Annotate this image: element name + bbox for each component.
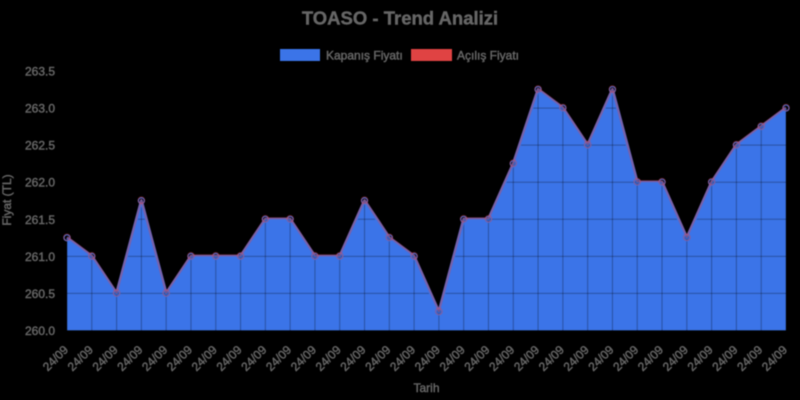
svg-text:261.5: 261.5 <box>25 213 55 227</box>
svg-text:Kapanış Fiyatı: Kapanış Fiyatı <box>326 49 403 63</box>
svg-text:262.5: 262.5 <box>25 139 55 153</box>
svg-text:261.0: 261.0 <box>25 250 55 264</box>
svg-text:260.5: 260.5 <box>25 287 55 301</box>
svg-text:Fiyat (TL): Fiyat (TL) <box>0 174 14 225</box>
svg-text:263.0: 263.0 <box>25 102 55 116</box>
svg-text:263.5: 263.5 <box>25 65 55 79</box>
svg-text:260.0: 260.0 <box>25 324 55 338</box>
svg-text:262.0: 262.0 <box>25 176 55 190</box>
svg-text:TOASO - Trend Analizi: TOASO - Trend Analizi <box>302 8 498 29</box>
svg-text:Tarih: Tarih <box>413 381 439 395</box>
svg-text:Açılış Fiyatı: Açılış Fiyatı <box>457 49 519 63</box>
